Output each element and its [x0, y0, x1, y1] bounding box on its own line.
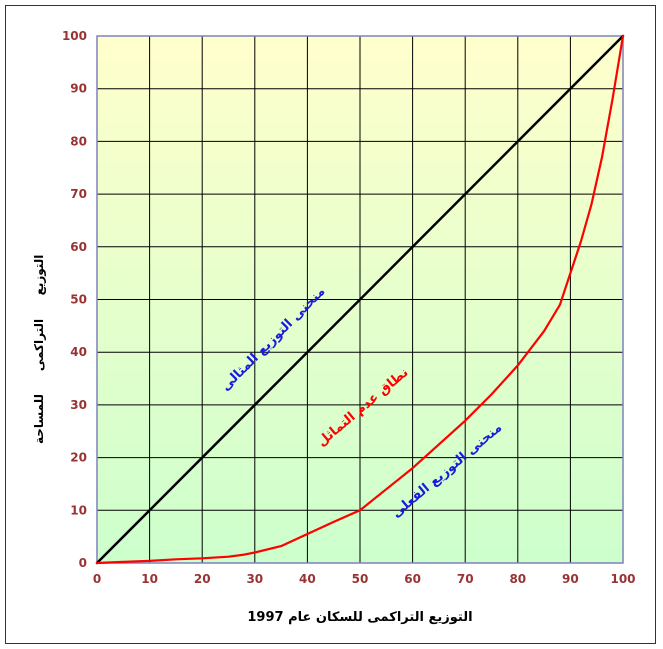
x-tick-labels: 0 10 20 30 40 50 60 70 80 90 100	[93, 572, 636, 586]
plot-border	[96, 35, 624, 564]
x-tick-label: 50	[352, 572, 369, 586]
x-tick-label: 40	[299, 572, 316, 586]
y-axis-title: التوزيع التراكمى للمساحة	[32, 255, 47, 444]
x-tick-label: 60	[404, 572, 421, 586]
y-tick-labels: 0 10 20 30 40 50 60 70 80 90 100	[62, 29, 87, 570]
y-axis-title-part-3: للمساحة	[32, 394, 46, 444]
grid-lines	[97, 36, 623, 563]
x-tick-label: 100	[610, 572, 635, 586]
x-tick-label: 70	[457, 572, 474, 586]
lorenz-curve	[95, 34, 625, 565]
y-tick-label: 30	[70, 398, 87, 412]
y-tick-label: 100	[62, 29, 87, 43]
y-tick-label: 60	[70, 240, 87, 254]
x-tick-label: 90	[562, 572, 579, 586]
equality-line	[95, 34, 625, 565]
series-layer	[95, 34, 625, 565]
y-tick-label: 10	[70, 503, 87, 517]
y-tick-label: 20	[70, 451, 87, 465]
x-tick-label: 80	[509, 572, 526, 586]
y-axis-title-part-1: التوزيع	[32, 255, 47, 296]
x-axis-title: التوزيع التراكمى للسكان عام 1997	[247, 610, 472, 625]
y-tick-label: 80	[70, 134, 87, 148]
y-tick-label: 90	[70, 82, 87, 96]
x-tick-label: 20	[194, 572, 211, 586]
y-axis-title-part-2: التراكمى	[32, 319, 46, 371]
y-tick-label: 50	[70, 293, 87, 307]
y-tick-label: 70	[70, 187, 87, 201]
x-tick-label: 10	[141, 572, 158, 586]
x-tick-label: 30	[246, 572, 263, 586]
y-tick-label: 0	[79, 556, 87, 570]
x-tick-label: 0	[93, 572, 101, 586]
y-tick-label: 40	[70, 345, 87, 359]
